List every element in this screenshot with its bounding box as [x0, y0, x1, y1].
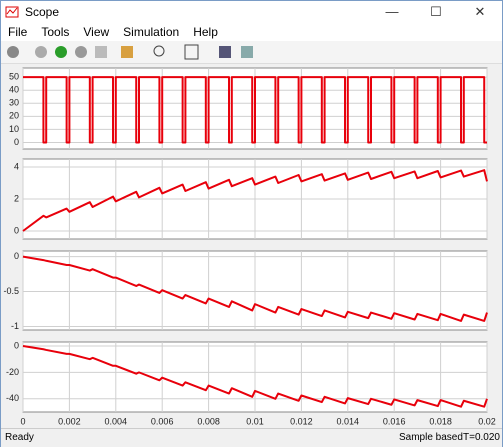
run-button[interactable] — [55, 46, 67, 58]
x-tick-label: 0.01 — [246, 416, 264, 426]
y-tick-label: -40 — [6, 393, 19, 403]
signal-line — [22, 255, 488, 322]
y-tick-label: -20 — [6, 367, 19, 377]
y-tick-label: 0 — [14, 225, 19, 235]
zoom-button[interactable] — [153, 45, 165, 57]
y-tick-label: -0.5 — [3, 286, 19, 296]
x-tick-label: 0.002 — [58, 416, 81, 426]
app-icon — [5, 6, 19, 18]
menu-item[interactable]: Simulation — [123, 25, 180, 39]
y-tick-label: 10 — [9, 124, 19, 134]
x-tick-label: 0.006 — [151, 416, 174, 426]
title-bar: Scope — ☐ ✕ — [1, 1, 502, 23]
y-tick-label: 2 — [14, 193, 19, 203]
x-tick-label: 0.008 — [197, 416, 220, 426]
x-tick-label: 0.02 — [478, 416, 496, 426]
signal-line — [23, 76, 487, 144]
autoscale-button[interactable] — [184, 44, 199, 60]
x-tick-label: 0.018 — [429, 416, 452, 426]
x-tick-label: 0.014 — [337, 416, 360, 426]
step-button[interactable] — [75, 46, 87, 58]
y-tick-label: 0 — [14, 340, 19, 350]
y-tick-label: 40 — [9, 85, 19, 95]
maximize[interactable]: ☐ — [430, 4, 442, 19]
menu-item[interactable]: View — [83, 25, 110, 39]
settings-button[interactable] — [7, 46, 19, 58]
y-tick-label: 0 — [14, 137, 19, 147]
y-tick-label: 50 — [9, 72, 19, 82]
signal-line — [22, 344, 488, 408]
menu-item[interactable]: File — [8, 25, 28, 39]
sample-mode: Sample based — [399, 432, 463, 443]
status-bar: Ready Sample based T=0.020 — [1, 428, 502, 447]
toolbar-icons — [7, 44, 253, 60]
x-tick-label: 0.016 — [383, 416, 406, 426]
menu-item[interactable]: Help — [193, 25, 218, 39]
step-back-button[interactable] — [35, 46, 47, 58]
cursor-button[interactable] — [241, 46, 253, 58]
y-tick-label: 0 — [14, 251, 19, 261]
menu-bar: File Tools View Simulation Help — [1, 23, 502, 41]
status-text: Ready — [5, 432, 34, 443]
close[interactable]: ✕ — [474, 4, 486, 19]
y-tick-label: -1 — [11, 321, 19, 331]
x-tick-label: 0.012 — [290, 416, 313, 426]
y-tick-label: 30 — [9, 98, 19, 108]
sim-time: T=0.020 — [463, 432, 500, 443]
menu-item[interactable]: Tools — [41, 25, 70, 39]
trigger-button[interactable] — [219, 46, 231, 58]
x-tick-label: 0.004 — [105, 416, 128, 426]
signal-line — [22, 169, 488, 232]
y-tick-label: 4 — [14, 161, 19, 171]
y-tick-label: 20 — [9, 111, 19, 121]
window-title: Scope — [25, 5, 60, 19]
stop-button[interactable] — [95, 46, 107, 58]
x-tick-label: 0 — [20, 416, 25, 426]
highlight-button[interactable] — [121, 46, 133, 58]
minimize[interactable]: — — [385, 4, 399, 19]
toolbar — [1, 41, 502, 64]
